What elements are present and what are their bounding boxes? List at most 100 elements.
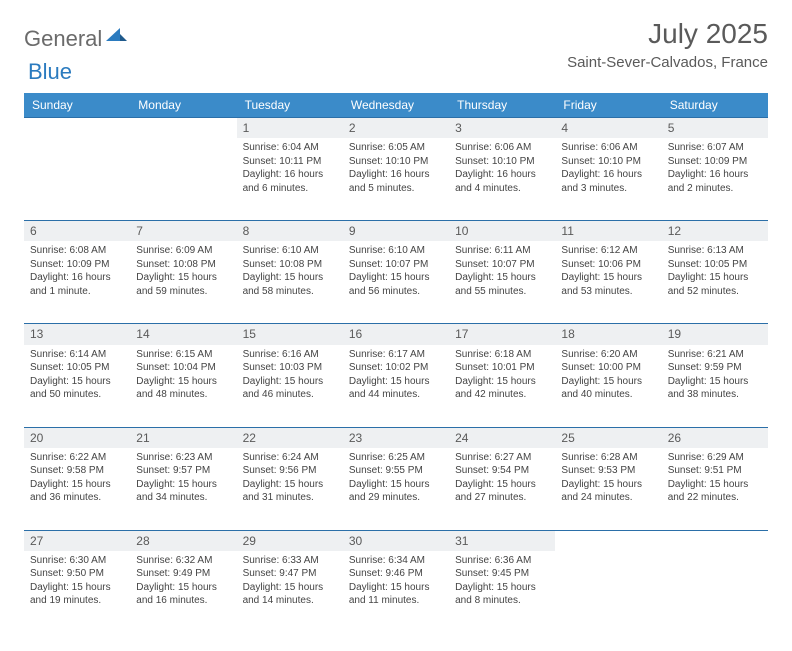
sunrise-text: Sunrise: 6:33 AM	[243, 554, 337, 568]
sunset-text: Sunset: 10:05 PM	[30, 361, 124, 375]
daylight-text: Daylight: 15 hours and 34 minutes.	[136, 478, 230, 505]
sunset-text: Sunset: 9:50 PM	[30, 567, 124, 581]
day-content: Sunrise: 6:30 AMSunset: 9:50 PMDaylight:…	[30, 554, 124, 608]
sunrise-text: Sunrise: 6:07 AM	[668, 141, 762, 155]
sunset-text: Sunset: 9:51 PM	[668, 464, 762, 478]
sunset-text: Sunset: 10:04 PM	[136, 361, 230, 375]
day-number: 16	[343, 323, 449, 344]
day-cell: Sunrise: 6:06 AMSunset: 10:10 PMDaylight…	[555, 138, 661, 220]
page-title: July 2025	[567, 18, 768, 50]
sunrise-text: Sunrise: 6:30 AM	[30, 554, 124, 568]
sunrise-text: Sunrise: 6:06 AM	[561, 141, 655, 155]
day-number: 2	[343, 117, 449, 138]
daylight-text: Daylight: 15 hours and 58 minutes.	[243, 271, 337, 298]
sunset-text: Sunset: 9:46 PM	[349, 567, 443, 581]
day-content: Sunrise: 6:08 AMSunset: 10:09 PMDaylight…	[30, 244, 124, 298]
sunrise-text: Sunrise: 6:09 AM	[136, 244, 230, 258]
day-number: 19	[662, 323, 768, 344]
daylight-text: Daylight: 15 hours and 14 minutes.	[243, 581, 337, 608]
sunset-text: Sunset: 9:47 PM	[243, 567, 337, 581]
daylight-text: Daylight: 15 hours and 55 minutes.	[455, 271, 549, 298]
daylight-text: Daylight: 15 hours and 46 minutes.	[243, 375, 337, 402]
day-content: Sunrise: 6:10 AMSunset: 10:08 PMDaylight…	[243, 244, 337, 298]
day-content: Sunrise: 6:27 AMSunset: 9:54 PMDaylight:…	[455, 451, 549, 505]
sunset-text: Sunset: 10:08 PM	[243, 258, 337, 272]
sunset-text: Sunset: 10:07 PM	[349, 258, 443, 272]
day-cell: Sunrise: 6:27 AMSunset: 9:54 PMDaylight:…	[449, 448, 555, 530]
day-content: Sunrise: 6:20 AMSunset: 10:00 PMDaylight…	[561, 348, 655, 402]
day-cell: Sunrise: 6:24 AMSunset: 9:56 PMDaylight:…	[237, 448, 343, 530]
daylight-text: Daylight: 15 hours and 59 minutes.	[136, 271, 230, 298]
sunrise-text: Sunrise: 6:23 AM	[136, 451, 230, 465]
daylight-text: Daylight: 15 hours and 27 minutes.	[455, 478, 549, 505]
day-header-row: SundayMondayTuesdayWednesdayThursdayFrid…	[24, 93, 768, 117]
daylight-text: Daylight: 15 hours and 42 minutes.	[455, 375, 549, 402]
sunset-text: Sunset: 9:55 PM	[349, 464, 443, 478]
day-number: 27	[24, 530, 130, 551]
day-number-empty	[24, 117, 130, 138]
day-cell: Sunrise: 6:09 AMSunset: 10:08 PMDaylight…	[130, 241, 236, 323]
daylight-text: Daylight: 15 hours and 11 minutes.	[349, 581, 443, 608]
day-number: 4	[555, 117, 661, 138]
day-cell	[662, 551, 768, 633]
day-content: Sunrise: 6:28 AMSunset: 9:53 PMDaylight:…	[561, 451, 655, 505]
day-number: 6	[24, 220, 130, 241]
day-number-empty	[130, 117, 236, 138]
title-block: July 2025 Saint-Sever-Calvados, France	[567, 18, 768, 71]
calendar-table: SundayMondayTuesdayWednesdayThursdayFrid…	[24, 93, 768, 633]
day-cell: Sunrise: 6:11 AMSunset: 10:07 PMDaylight…	[449, 241, 555, 323]
sunrise-text: Sunrise: 6:32 AM	[136, 554, 230, 568]
sunrise-text: Sunrise: 6:17 AM	[349, 348, 443, 362]
sunset-text: Sunset: 10:02 PM	[349, 361, 443, 375]
sunset-text: Sunset: 10:10 PM	[561, 155, 655, 169]
day-number: 3	[449, 117, 555, 138]
day-number-empty	[555, 530, 661, 551]
day-number: 21	[130, 427, 236, 448]
day-content: Sunrise: 6:16 AMSunset: 10:03 PMDaylight…	[243, 348, 337, 402]
day-content: Sunrise: 6:05 AMSunset: 10:10 PMDaylight…	[349, 141, 443, 195]
day-content: Sunrise: 6:15 AMSunset: 10:04 PMDaylight…	[136, 348, 230, 402]
day-header: Saturday	[662, 93, 768, 117]
day-content: Sunrise: 6:24 AMSunset: 9:56 PMDaylight:…	[243, 451, 337, 505]
day-header: Tuesday	[237, 93, 343, 117]
daylight-text: Daylight: 16 hours and 1 minute.	[30, 271, 124, 298]
daylight-text: Daylight: 15 hours and 56 minutes.	[349, 271, 443, 298]
day-cell: Sunrise: 6:23 AMSunset: 9:57 PMDaylight:…	[130, 448, 236, 530]
day-number: 9	[343, 220, 449, 241]
day-cell: Sunrise: 6:25 AMSunset: 9:55 PMDaylight:…	[343, 448, 449, 530]
sunset-text: Sunset: 10:01 PM	[455, 361, 549, 375]
day-content: Sunrise: 6:09 AMSunset: 10:08 PMDaylight…	[136, 244, 230, 298]
day-content: Sunrise: 6:06 AMSunset: 10:10 PMDaylight…	[561, 141, 655, 195]
day-number: 20	[24, 427, 130, 448]
day-content: Sunrise: 6:12 AMSunset: 10:06 PMDaylight…	[561, 244, 655, 298]
day-number: 18	[555, 323, 661, 344]
day-cell: Sunrise: 6:08 AMSunset: 10:09 PMDaylight…	[24, 241, 130, 323]
daylight-text: Daylight: 16 hours and 6 minutes.	[243, 168, 337, 195]
sunrise-text: Sunrise: 6:29 AM	[668, 451, 762, 465]
sunrise-text: Sunrise: 6:27 AM	[455, 451, 549, 465]
day-number: 14	[130, 323, 236, 344]
day-cell: Sunrise: 6:32 AMSunset: 9:49 PMDaylight:…	[130, 551, 236, 633]
day-cell: Sunrise: 6:22 AMSunset: 9:58 PMDaylight:…	[24, 448, 130, 530]
sunrise-text: Sunrise: 6:15 AM	[136, 348, 230, 362]
day-cell	[24, 138, 130, 220]
daylight-text: Daylight: 15 hours and 38 minutes.	[668, 375, 762, 402]
sunset-text: Sunset: 9:49 PM	[136, 567, 230, 581]
daylight-text: Daylight: 16 hours and 4 minutes.	[455, 168, 549, 195]
daylight-text: Daylight: 15 hours and 8 minutes.	[455, 581, 549, 608]
daylight-text: Daylight: 15 hours and 48 minutes.	[136, 375, 230, 402]
daylight-text: Daylight: 15 hours and 50 minutes.	[30, 375, 124, 402]
daylight-text: Daylight: 15 hours and 44 minutes.	[349, 375, 443, 402]
sunrise-text: Sunrise: 6:05 AM	[349, 141, 443, 155]
day-number: 24	[449, 427, 555, 448]
day-number: 8	[237, 220, 343, 241]
week-row: Sunrise: 6:08 AMSunset: 10:09 PMDaylight…	[24, 241, 768, 323]
day-number: 7	[130, 220, 236, 241]
day-header: Friday	[555, 93, 661, 117]
daylight-text: Daylight: 15 hours and 29 minutes.	[349, 478, 443, 505]
day-cell: Sunrise: 6:34 AMSunset: 9:46 PMDaylight:…	[343, 551, 449, 633]
sunset-text: Sunset: 10:11 PM	[243, 155, 337, 169]
daylight-text: Daylight: 15 hours and 36 minutes.	[30, 478, 124, 505]
day-cell: Sunrise: 6:20 AMSunset: 10:00 PMDaylight…	[555, 345, 661, 427]
day-number: 22	[237, 427, 343, 448]
